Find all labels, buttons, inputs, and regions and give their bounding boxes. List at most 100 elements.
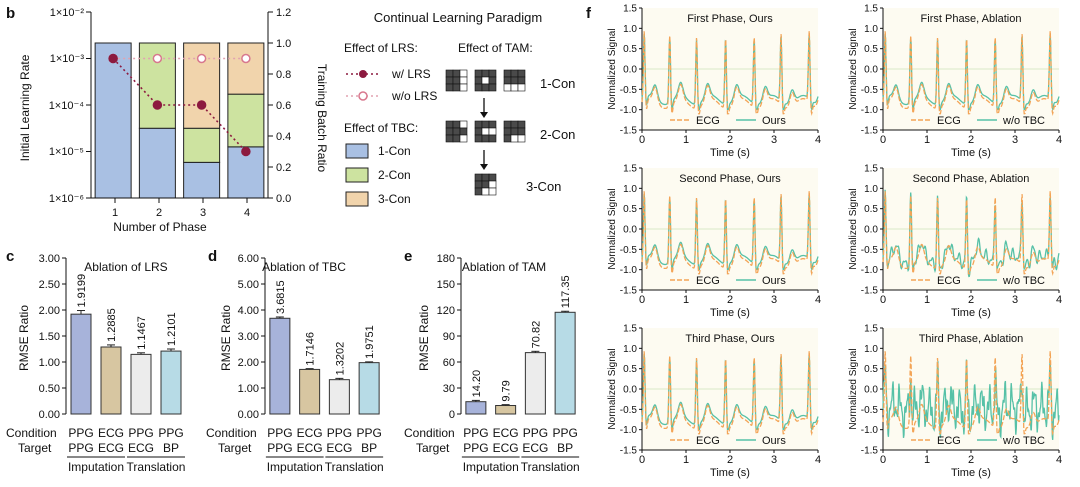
y-tick-label: 90 [443,331,455,343]
y-tick-label: -1.5 [620,126,638,137]
y-tick-label: -0.5 [861,405,879,416]
y-axis-label: Normalized Signal [848,348,859,429]
legend-3con: 3-Con [345,191,411,207]
y-tick-label: 3.00 [39,253,60,265]
panel-d-title: Ablation of TBC [262,260,346,274]
ecg-line [641,191,819,276]
bar-value-label: 1.2101 [166,312,178,346]
y-tick-label: 0.50 [39,383,60,395]
tam-arrows [480,98,488,170]
y-tick-label: 120 [437,305,455,317]
bar [269,317,291,415]
y-tick-label: -1.5 [620,286,638,297]
x-tick-label: 0 [639,134,645,146]
lrs-heading: Effect of LRS: [344,41,418,55]
tam-grid-cell [510,69,519,78]
signal-subplot: 1.5 1.0 0.5 0.0 -0.5 -1.0 -1.50 1 2 3 4 Time (s) Nor… [607,164,821,320]
x-tick-label: 1 [683,294,689,306]
tam-grid-cell [517,69,526,78]
bar [130,353,152,415]
bar [100,346,122,415]
tam-grid-cell [503,120,512,129]
panel-b-x-ticks: 1 2 3 4 [112,198,250,219]
ecg-line [641,351,819,436]
y-tick-label: 2.00 [238,357,259,369]
y-tick-label: 4.00 [238,305,259,317]
tam-grid-cell [488,134,497,143]
tam-grid-cell [474,120,483,129]
x-tick-label: 4 [815,454,821,466]
x-tick-label: 0 [880,134,886,146]
bar [358,362,380,415]
y-axis-label: Normalized Signal [607,188,618,269]
tam-grid-cell [517,83,526,92]
lrs-point [241,146,251,157]
y-tick-label: 150 [437,279,455,291]
tam-grid-cell [445,127,454,136]
y-tick-label: 0.5 [864,364,878,375]
tam-grid-cell [459,76,468,85]
x-tick-label: 4 [1056,454,1062,466]
legend-prediction-label: w/o TBC [1002,435,1045,447]
lrs-point [152,53,163,64]
tam-grid-cell [488,76,497,85]
x-tick-label: 0 [639,454,645,466]
target-label: BP [361,441,377,455]
tam-grid-cell [488,180,497,189]
b-right-tick: 0.6 [276,100,291,112]
legend-2con: 2-Con [345,167,411,183]
tam-grid-cell [488,69,497,78]
tam-grid-cell [452,120,461,129]
bar-value-label: 117.35 [560,275,572,308]
y-tick-label: 0.00 [39,409,60,421]
y-tick-label: 1.0 [864,24,878,35]
x-axis-label: Time (s) [951,147,991,159]
b-x-tick: 4 [244,207,250,219]
lrs-point [196,53,207,64]
panel-label-d: d [208,248,217,265]
x-tick-label: 1 [924,454,930,466]
y-tick-label: 0.0 [864,225,878,236]
y-tick-label: 0.00 [238,409,259,421]
tam-grid-cell [517,134,526,143]
y-tick-label: 0.0 [864,385,878,396]
y-tick-label: -1.0 [620,425,638,436]
x-tick-label: 2 [968,294,974,306]
y-tick-label: 0 [449,409,455,421]
legend-3con-label: 3-Con [378,192,411,206]
condition-label: PPG [523,426,548,440]
x-tick-label: 3 [1012,294,1018,306]
y-axis-label: Normalized Signal [848,188,859,269]
target-label: ECG [522,441,548,455]
legend-prediction-label: w/o TBC [1002,275,1045,287]
b-left-tick: 1×10⁻³ [50,53,85,65]
x-tick-label: 2 [727,294,733,306]
bar [495,405,517,415]
y-tick-label: -1.0 [861,105,879,116]
tam-grid-cell [517,76,526,85]
signal-subplot: 1.5 1.0 0.5 0.0 -0.5 -1.0 -1.50 1 2 3 4 Time (s) Nor… [607,4,821,160]
tam-grid-cell [481,134,490,143]
y-tick-label: 1.5 [864,4,878,15]
y-tick-label: 6.00 [238,253,259,265]
x-axis-label: Time (s) [710,467,750,479]
y-tick-label: -1.0 [861,265,879,276]
stacked-bar-segment [183,127,221,163]
bar [554,311,576,415]
y-tick-label: 5.00 [238,279,259,291]
bar-value-label: 1.7146 [305,332,317,366]
x-tick-label: 1 [924,294,930,306]
y-tick-label: 0.5 [864,44,878,55]
legend-without-lrs-marker [358,91,368,101]
panel-c-plot: 0.000.501.001.502.002.503.001.9199PPGPPG… [39,253,186,474]
tam-grid-cell [510,76,519,85]
tam-grid-cell [481,180,490,189]
y-tick-label: -0.5 [861,85,879,96]
tbc-heading: Effect of TBC: [344,121,418,135]
y-tick-label: 0.0 [623,225,637,236]
x-tick-label: 0 [880,454,886,466]
tam-grid-cell [481,187,490,196]
legend-with-lrs: w/ LRS [346,67,431,81]
legend-1con-label: 1-Con [378,144,411,158]
